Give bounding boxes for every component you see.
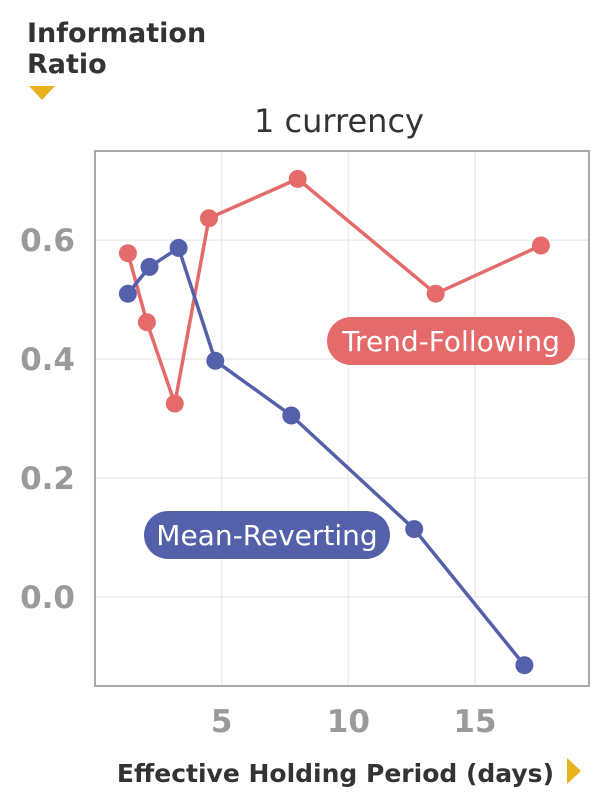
legend-pill-mean-reverting-bg	[144, 511, 390, 559]
y-axis-label-line-2: Ratio	[27, 49, 107, 80]
y-axis-label: Information Ratio	[27, 18, 206, 100]
legend-pill-trend-following-bg	[327, 317, 575, 365]
data-point-mean-reverting	[169, 238, 188, 257]
y-tick-label: 0.0	[20, 580, 75, 616]
data-point-mean-reverting	[206, 351, 225, 370]
legend-label-mean-reverting: Mean-Reverting	[156, 519, 377, 552]
data-point-trend-following	[288, 169, 307, 188]
legend-pill-trend-following: Trend-Following	[327, 317, 575, 365]
data-point-trend-following	[165, 394, 184, 413]
legend-label-trend-following: Trend-Following	[341, 325, 560, 358]
series-line-trend-following	[126, 177, 543, 406]
y-axis-label-line-1: Information	[27, 18, 206, 49]
data-point-mean-reverting	[140, 257, 159, 276]
x-axis-label: Effective Holding Period (days)	[117, 758, 581, 788]
y-axis-arrow-icon	[29, 86, 55, 100]
x-tick-label: 15	[453, 704, 496, 740]
x-axis-arrow-icon	[567, 758, 581, 784]
data-point-trend-following	[200, 209, 218, 228]
data-point-trend-following	[118, 244, 137, 263]
data-point-mean-reverting	[405, 520, 424, 539]
y-tick-labels: 0.0 0.2 0.4 0.6	[20, 223, 75, 616]
y-tick-label: 0.4	[20, 342, 75, 378]
y-tick-label: 0.2	[20, 461, 75, 497]
data-point-trend-following	[531, 236, 550, 255]
x-tick-labels: 5 10 15	[211, 704, 497, 740]
data-point-trend-following	[137, 313, 156, 332]
series	[118, 169, 550, 675]
y-tick-label: 0.6	[20, 223, 75, 259]
grid	[95, 151, 589, 686]
data-point-trend-following	[426, 284, 445, 303]
x-tick-label: 5	[211, 704, 233, 740]
series-line-mean-reverting	[126, 246, 527, 667]
data-point-mean-reverting	[515, 656, 534, 675]
data-point-mean-reverting	[282, 406, 301, 425]
chart-title: 1 currency	[254, 102, 424, 140]
x-tick-label: 10	[327, 704, 370, 740]
plot-frame	[94, 150, 590, 687]
x-axis-label-text: Effective Holding Period (days)	[117, 759, 554, 788]
legend-pill-mean-reverting: Mean-Reverting	[144, 511, 390, 559]
data-point-mean-reverting	[118, 284, 137, 303]
